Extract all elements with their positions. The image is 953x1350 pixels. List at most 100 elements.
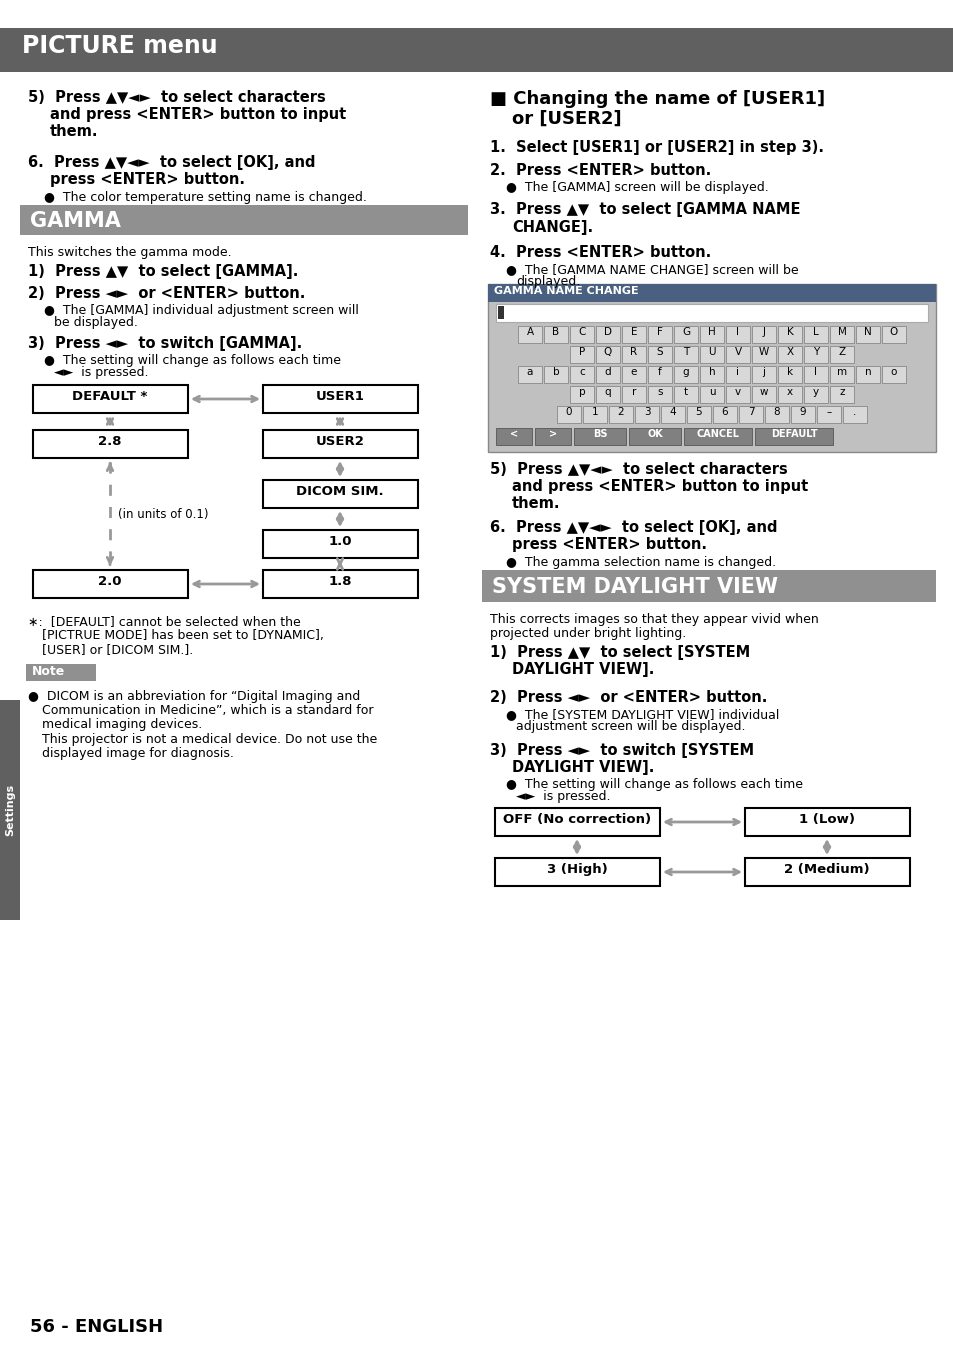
Text: be displayed.: be displayed.: [54, 316, 138, 329]
Text: 56 - ENGLISH: 56 - ENGLISH: [30, 1318, 163, 1336]
Text: r: r: [631, 387, 636, 397]
Text: 6.  Press ▲▼◄►  to select [OK], and: 6. Press ▲▼◄► to select [OK], and: [28, 155, 315, 170]
Bar: [829, 366, 853, 383]
Bar: [882, 325, 905, 343]
Text: and press <ENTER> button to input: and press <ENTER> button to input: [50, 107, 346, 122]
Text: y: y: [812, 387, 819, 397]
Text: q: q: [604, 387, 611, 397]
Text: 1)  Press ▲▼  to select [SYSTEM: 1) Press ▲▼ to select [SYSTEM: [490, 645, 749, 660]
Text: ●  The setting will change as follows each time: ● The setting will change as follows eac…: [505, 778, 802, 791]
Text: ●  The setting will change as follows each time: ● The setting will change as follows eac…: [44, 354, 340, 367]
Text: ◄►  is pressed.: ◄► is pressed.: [516, 790, 610, 803]
Bar: [569, 346, 594, 363]
Text: 5)  Press ▲▼◄►  to select characters: 5) Press ▲▼◄► to select characters: [490, 462, 787, 477]
Text: 6: 6: [720, 406, 727, 417]
Bar: [608, 406, 633, 423]
Text: ●  The [GAMMA NAME CHANGE] screen will be: ● The [GAMMA NAME CHANGE] screen will be: [505, 263, 798, 275]
Text: or [USER2]: or [USER2]: [512, 109, 621, 128]
Bar: [543, 366, 567, 383]
Bar: [621, 386, 645, 404]
Bar: [647, 386, 671, 404]
Text: U: U: [707, 347, 715, 356]
Bar: [621, 325, 645, 343]
Text: V: V: [734, 347, 740, 356]
Text: B: B: [552, 327, 559, 338]
Bar: [764, 406, 788, 423]
Text: 3)  Press ◄►  to switch [GAMMA].: 3) Press ◄► to switch [GAMMA].: [28, 336, 302, 351]
Bar: [33, 385, 188, 413]
Text: 3.  Press ▲▼  to select [GAMMA NAME: 3. Press ▲▼ to select [GAMMA NAME: [490, 202, 800, 217]
Bar: [517, 325, 541, 343]
Text: g: g: [682, 367, 689, 377]
Bar: [803, 386, 827, 404]
Bar: [263, 431, 417, 458]
Text: 3: 3: [643, 406, 650, 417]
Text: F: F: [657, 327, 662, 338]
Text: 5)  Press ▲▼◄►  to select characters: 5) Press ▲▼◄► to select characters: [28, 90, 325, 105]
Text: 4: 4: [669, 406, 676, 417]
Text: (in units of 0.1): (in units of 0.1): [118, 508, 209, 521]
Text: w: w: [759, 387, 767, 397]
Text: I: I: [736, 327, 739, 338]
Bar: [517, 366, 541, 383]
Text: 1.8: 1.8: [328, 575, 352, 589]
Text: DICOM SIM.: DICOM SIM.: [295, 485, 383, 498]
Bar: [882, 366, 905, 383]
Bar: [660, 406, 684, 423]
Bar: [263, 570, 417, 598]
Text: DEFAULT: DEFAULT: [770, 429, 817, 439]
Bar: [26, 664, 96, 680]
Text: 5: 5: [695, 406, 701, 417]
Text: W: W: [758, 347, 768, 356]
Text: 1.  Select [USER1] or [USER2] in step 3).: 1. Select [USER1] or [USER2] in step 3).: [490, 140, 823, 155]
Bar: [803, 346, 827, 363]
Bar: [596, 325, 619, 343]
Text: 2)  Press ◄►  or <ENTER> button.: 2) Press ◄► or <ENTER> button.: [28, 286, 305, 301]
Bar: [842, 406, 866, 423]
Text: Settings: Settings: [5, 784, 15, 836]
Bar: [535, 428, 571, 446]
Text: o: o: [890, 367, 896, 377]
Text: E: E: [630, 327, 637, 338]
Bar: [263, 385, 417, 413]
Text: ◄►  is pressed.: ◄► is pressed.: [54, 366, 149, 379]
Bar: [574, 428, 625, 446]
Text: 6.  Press ▲▼◄►  to select [OK], and: 6. Press ▲▼◄► to select [OK], and: [490, 520, 777, 535]
Bar: [0, 28, 953, 72]
Text: medical imaging devices.: medical imaging devices.: [42, 718, 202, 730]
Text: PICTURE menu: PICTURE menu: [22, 34, 217, 58]
Text: z: z: [839, 387, 843, 397]
Bar: [754, 428, 832, 446]
Text: 9: 9: [799, 406, 805, 417]
Bar: [725, 366, 749, 383]
Text: displayed image for diagnosis.: displayed image for diagnosis.: [42, 747, 233, 760]
Text: ●  The [SYSTEM DAYLIGHT VIEW] individual: ● The [SYSTEM DAYLIGHT VIEW] individual: [505, 707, 779, 721]
Text: 1: 1: [591, 406, 598, 417]
Text: G: G: [681, 327, 689, 338]
Text: C: C: [578, 327, 585, 338]
Bar: [647, 325, 671, 343]
Text: x: x: [786, 387, 792, 397]
Bar: [596, 366, 619, 383]
Bar: [744, 809, 909, 836]
Text: ●  The color temperature setting name is changed.: ● The color temperature setting name is …: [44, 190, 367, 204]
Text: 2 (Medium): 2 (Medium): [783, 863, 869, 876]
Text: 8: 8: [773, 406, 780, 417]
Text: press <ENTER> button.: press <ENTER> button.: [512, 537, 706, 552]
Bar: [751, 366, 775, 383]
Bar: [712, 406, 737, 423]
Bar: [778, 325, 801, 343]
Bar: [673, 366, 698, 383]
Text: 3 (High): 3 (High): [546, 863, 607, 876]
Bar: [673, 386, 698, 404]
Text: DEFAULT *: DEFAULT *: [72, 390, 148, 404]
Bar: [582, 406, 606, 423]
Bar: [635, 406, 659, 423]
Text: 2.8: 2.8: [98, 435, 122, 448]
Bar: [569, 366, 594, 383]
Bar: [263, 481, 417, 508]
Bar: [495, 859, 659, 886]
Text: 4.  Press <ENTER> button.: 4. Press <ENTER> button.: [490, 244, 711, 261]
Text: f: f: [658, 367, 661, 377]
Text: ●  DICOM is an abbreviation for “Digital Imaging and: ● DICOM is an abbreviation for “Digital …: [28, 690, 360, 703]
